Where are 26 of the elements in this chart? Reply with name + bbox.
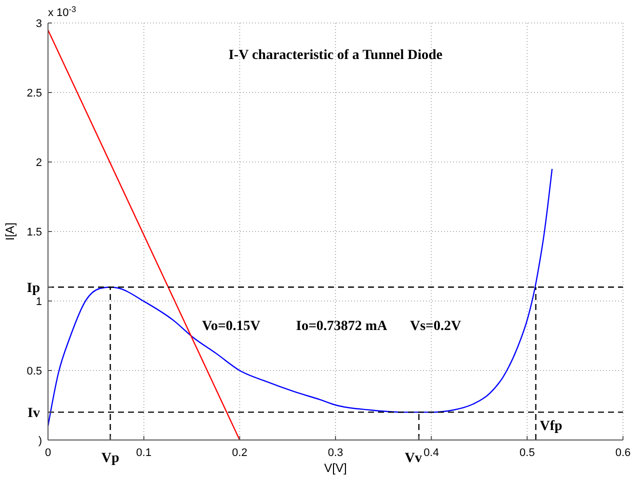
annotation: Vo=0.15V [202, 319, 260, 334]
annotation: Vs=0.2V [410, 319, 462, 334]
y-tick-label: ) [38, 434, 42, 447]
y-tick-label: Iv [28, 406, 40, 422]
x-tick-label: Vp [101, 451, 120, 466]
x-tick-label: 0.6 [615, 447, 631, 459]
annotation: Io=0.73872 mA [296, 319, 388, 334]
x-tick-label: 0.4 [424, 447, 439, 459]
y-tick-label: 0.5 [26, 365, 42, 378]
x-axis-title: V[V] [324, 461, 347, 475]
x-tick-label: 0.1 [136, 447, 152, 459]
text: I-V characteristic of a Tunnel Diode [228, 48, 443, 63]
y-axis-title: I[A] [3, 222, 17, 241]
y-tick-label: 1.5 [26, 226, 42, 238]
y-tick-label: 3 [36, 18, 42, 30]
y-tick-label: 2 [36, 156, 42, 169]
x-tick-label: 0.5 [520, 447, 535, 459]
annotation: Vfp [540, 419, 563, 434]
y-tick-label: 1 [36, 296, 42, 308]
y-tick-label: Ip [26, 281, 40, 296]
x-tick-label: Vv [404, 451, 422, 466]
x-tick-label: 0 [44, 447, 52, 459]
text: x 10$^{-3}$ [48, 4, 77, 19]
y-tick-label: 2.5 [26, 87, 42, 100]
x-tick-label: 0.2 [232, 447, 248, 459]
x-tick-label: 0.3 [328, 447, 344, 459]
